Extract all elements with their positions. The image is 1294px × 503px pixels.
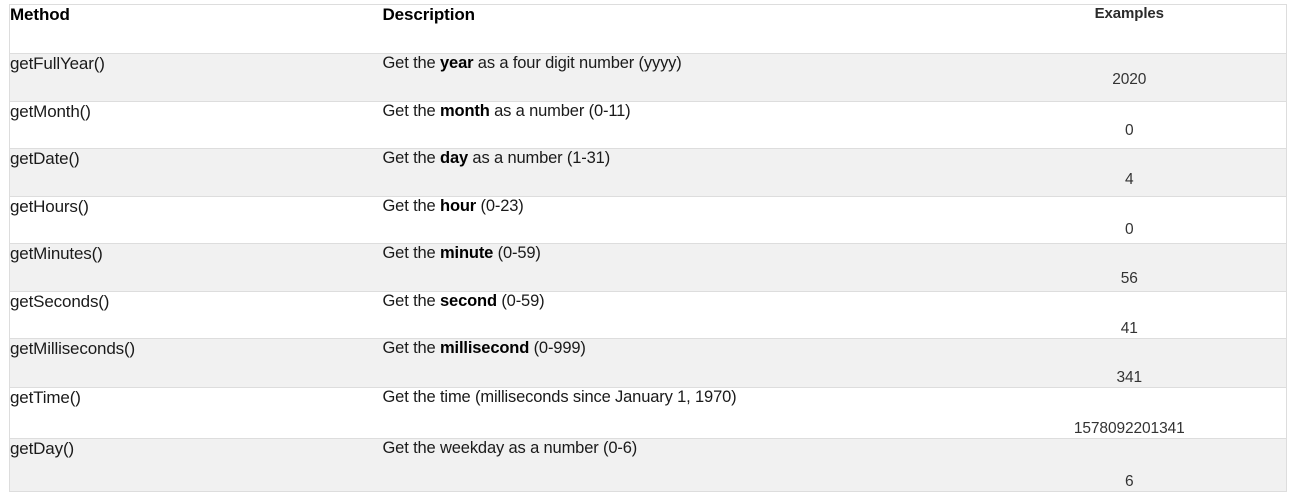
- column-header-method[interactable]: Method: [9, 4, 383, 54]
- description-keyword: month: [440, 101, 490, 120]
- cell-description: Get the second (0-59): [382, 290, 973, 339]
- cell-example-value: 4: [972, 148, 1287, 196]
- cell-method: getDate(): [9, 148, 383, 196]
- table-row: getTime() Get the time (milliseconds sinc…: [9, 387, 1287, 439]
- table-row: getDay() Get the weekday as a number (0-6…: [9, 438, 1287, 492]
- cell-example-value: 341: [972, 338, 1287, 388]
- table-body: getFullYear() Get the year as a four digi…: [9, 53, 1287, 492]
- description-suffix: (0-59): [493, 244, 541, 262]
- column-header-description[interactable]: Description: [382, 4, 973, 54]
- table-row: getHours() Get the hour (0-23) 0: [9, 195, 1287, 244]
- description-suffix: as a number (1-31): [468, 149, 611, 167]
- description-prefix: Get the: [382, 54, 441, 72]
- description-suffix: as a number (0-11): [489, 101, 631, 120]
- cell-description: Get the minute (0-59): [382, 243, 973, 291]
- cell-example-value: 1578092201341: [972, 387, 1287, 439]
- cell-method: getTime(): [9, 387, 383, 439]
- cell-method: getMonth(): [9, 100, 383, 149]
- description-keyword: second: [440, 291, 497, 310]
- description-prefix: Get the: [382, 244, 441, 262]
- cell-method: getFullYear(): [9, 53, 383, 101]
- description-keyword: day: [440, 149, 468, 167]
- cell-method: getMinutes(): [9, 243, 383, 291]
- description-prefix: Get the weekday as a number (0-6): [382, 439, 638, 458]
- description-prefix: Get the: [382, 196, 441, 215]
- cell-example-value: 0: [972, 195, 1287, 244]
- table-row: getDate() Get the day as a number (1-31) 4: [9, 148, 1287, 196]
- description-suffix: (0-23): [476, 196, 524, 215]
- cell-example-value: 0: [972, 100, 1287, 149]
- reference-table-container: Method Description Examples getFullYear(…: [9, 4, 1287, 492]
- cell-method: getDay(): [9, 438, 383, 492]
- description-suffix: (0-59): [496, 291, 545, 310]
- description-prefix: Get the: [382, 339, 441, 358]
- table-row: getSeconds() Get the second (0-59) 41: [9, 290, 1287, 339]
- description-suffix: (0-999): [529, 339, 586, 358]
- cell-example-value: 6: [972, 438, 1287, 492]
- cell-description: Get the time (milliseconds since January…: [382, 387, 973, 439]
- cell-example-value: 56: [972, 243, 1287, 291]
- description-prefix: Get the time (milliseconds since January…: [382, 388, 737, 407]
- date-methods-table: Method Description Examples getFullYear(…: [9, 4, 1287, 492]
- cell-description: Get the weekday as a number (0-6): [382, 438, 973, 492]
- cell-description: Get the year as a four digit number (yyy…: [382, 53, 973, 101]
- table-row: getMonth() Get the month as a number (0-1…: [9, 100, 1287, 149]
- table-row: getMilliseconds() Get the millisecond (0-…: [9, 338, 1287, 388]
- table-row: getFullYear() Get the year as a four digi…: [9, 53, 1287, 101]
- description-prefix: Get the: [382, 149, 441, 167]
- description-prefix: Get the: [382, 101, 441, 120]
- description-suffix: as a four digit number (yyyy): [473, 54, 682, 72]
- cell-method: getHours(): [9, 195, 383, 244]
- table-header: Method Description Examples: [9, 4, 1287, 54]
- cell-example-value: 2020: [972, 53, 1287, 101]
- cell-example-value: 41: [972, 290, 1287, 339]
- description-prefix: Get the: [382, 291, 441, 310]
- description-keyword: minute: [440, 244, 494, 262]
- description-keyword: hour: [440, 196, 477, 215]
- cell-description: Get the millisecond (0-999): [382, 338, 973, 388]
- table-header-row: Method Description Examples: [9, 4, 1287, 54]
- description-keyword: year: [440, 54, 474, 72]
- description-keyword: millisecond: [440, 339, 530, 358]
- table-row: getMinutes() Get the minute (0-59) 56: [9, 243, 1287, 291]
- cell-method: getSeconds(): [9, 290, 383, 339]
- cell-description: Get the hour (0-23): [382, 195, 973, 244]
- cell-description: Get the month as a number (0-11): [382, 100, 973, 149]
- cell-method: getMilliseconds(): [9, 338, 383, 388]
- cell-description: Get the day as a number (1-31): [382, 148, 973, 196]
- column-header-examples[interactable]: Examples: [972, 4, 1287, 54]
